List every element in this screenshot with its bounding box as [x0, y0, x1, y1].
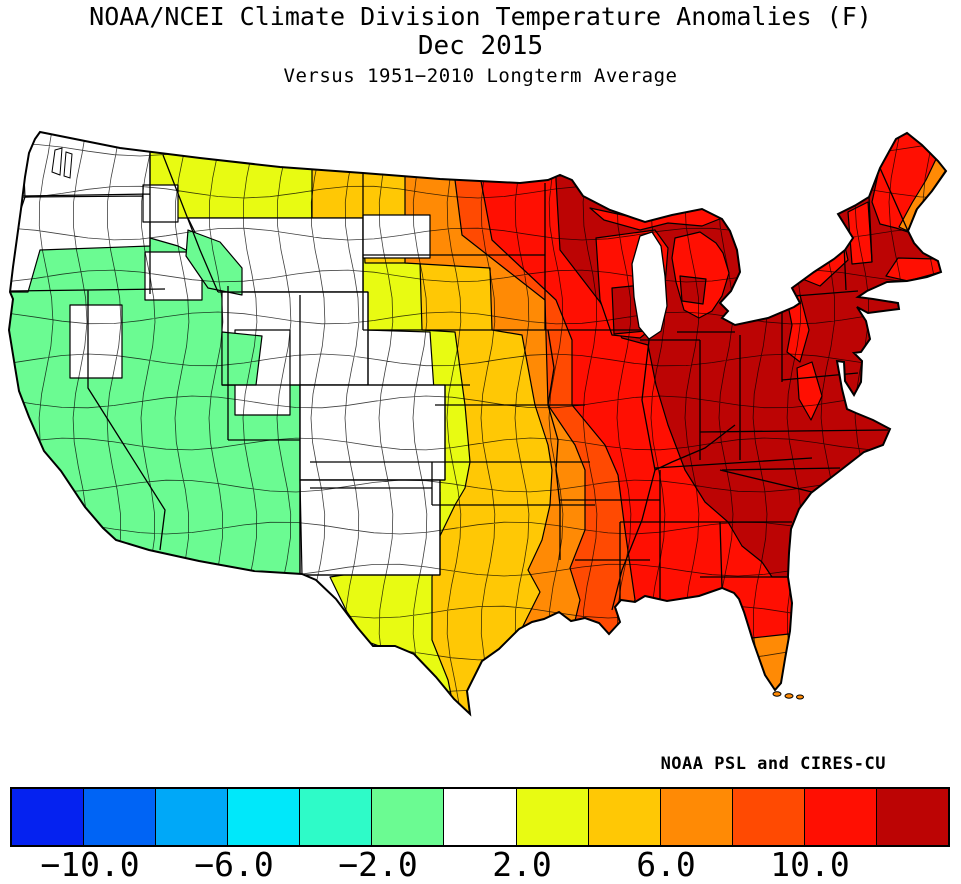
- colorbar-segment-9: [659, 789, 732, 845]
- colorbar-segment-7: [515, 789, 588, 845]
- region-vermont-red: [847, 201, 873, 265]
- region-sw-northdakota-white: [362, 214, 431, 259]
- colorbar-tick: 2.0: [492, 845, 552, 884]
- colorbar-tick: −2.0: [338, 845, 418, 884]
- credit-text: NOAA PSL and CIRES-CU: [660, 754, 886, 774]
- region-michigan-darkred-patch: [679, 275, 707, 305]
- colorbar-segment-12: [875, 789, 949, 845]
- region-se-oregon-white: [144, 251, 203, 301]
- colorbar-segment-2: [155, 789, 228, 845]
- colorbar-segment-6: [443, 789, 516, 845]
- colorbar-tick: 6.0: [636, 845, 696, 884]
- colorbar-tick: 10.0: [770, 845, 850, 884]
- page-subtitle-baseline: Versus 1951−2010 Longterm Average: [283, 65, 678, 87]
- colorbar-segment-5: [371, 789, 444, 845]
- colorbar-segment-0: [12, 789, 84, 845]
- colorbar-segment-8: [587, 789, 660, 845]
- state-border-lines: [9, 133, 909, 611]
- region-idaho-green-tongue: [185, 229, 243, 296]
- region-idaho-panhandle-white: [142, 184, 179, 223]
- colorbar-tick: −6.0: [194, 845, 274, 884]
- page-title: NOAA/NCEI Climate Division Temperature A…: [89, 2, 872, 31]
- colorbar-segment-11: [803, 789, 876, 845]
- puget-sound: [51, 147, 63, 176]
- puget-sound-inlet: [63, 151, 73, 179]
- region-nw-nevada-white: [69, 304, 123, 379]
- colorbar-tick: −10.0: [40, 845, 140, 884]
- lake-michigan: [631, 231, 668, 340]
- colorbar-segment-1: [83, 789, 156, 845]
- map-fill-layers: [8, 131, 947, 715]
- page-subtitle-date: Dec 2015: [417, 31, 544, 61]
- colorbar-segment-3: [227, 789, 300, 845]
- florida-keys: [772, 691, 804, 700]
- region-colorado-white: [299, 384, 446, 481]
- colorbar-segment-10: [731, 789, 804, 845]
- climate-division-lines: [9, 132, 946, 714]
- colorbar: [10, 787, 950, 847]
- colorbar-segment-4: [299, 789, 372, 845]
